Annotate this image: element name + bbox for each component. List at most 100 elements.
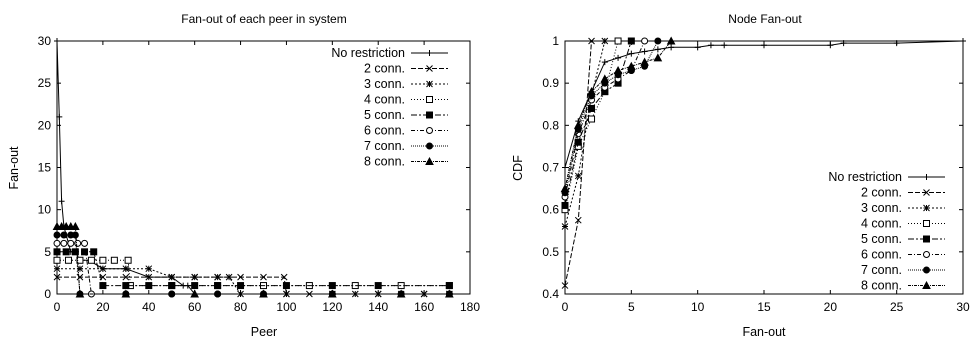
legend-swatch-marker [426, 96, 433, 103]
data-point [588, 115, 596, 123]
data-point [374, 282, 382, 290]
series-group [560, 36, 966, 289]
y-tick-label: 0.6 [542, 203, 559, 217]
data-point [445, 282, 453, 290]
x-tick-label: 20 [96, 300, 110, 314]
series-line [57, 259, 450, 287]
data-point [641, 48, 648, 55]
data-point [601, 59, 608, 66]
series-line [57, 268, 450, 295]
series-7 [52, 221, 454, 298]
legend-swatch-marker [426, 65, 433, 72]
data-point [76, 273, 84, 281]
y-tick-label: 1 [552, 34, 559, 48]
data-point [641, 37, 649, 45]
legend-label: 2 conn. [364, 62, 405, 76]
series-4 [53, 248, 453, 290]
legend-swatch-marker [426, 142, 433, 150]
series-2 [53, 265, 453, 298]
legend-item: 3 conn. [364, 77, 448, 91]
data-point [67, 239, 75, 247]
data-point [666, 36, 676, 45]
data-point [81, 248, 89, 256]
y-axis-label: Fan-out [7, 146, 21, 190]
y-ticks: 0.4 0.5 0.6 0.7 0.8 0.9 1 [542, 34, 963, 301]
data-point [561, 223, 569, 230]
data-point [53, 273, 61, 281]
legend-label: 8 conn. [364, 155, 405, 169]
data-point [122, 265, 130, 273]
data-point [827, 42, 834, 49]
data-point [121, 289, 131, 298]
y-tick-label: 0 [44, 287, 51, 301]
data-point [573, 120, 583, 129]
legend-swatch-marker [923, 235, 930, 243]
legend-swatch-marker [426, 127, 433, 134]
data-point [628, 50, 635, 57]
legend-item: 2 conn. [364, 62, 448, 76]
data-point [960, 38, 966, 44]
x-tick-label: 140 [368, 300, 388, 314]
data-point [614, 37, 622, 45]
legend-swatch-marker [426, 50, 433, 56]
y-tick-label: 10 [38, 203, 52, 217]
x-tick-label: 10 [691, 300, 705, 314]
x-tick-label: 80 [234, 300, 248, 314]
data-point [574, 216, 582, 224]
data-point [191, 273, 199, 281]
data-point [560, 184, 570, 193]
data-point [124, 256, 132, 264]
legend-swatch-marker [922, 280, 931, 289]
y-axis-label: CDF [511, 155, 525, 181]
data-point [99, 265, 107, 273]
data-point [259, 289, 268, 298]
data-point [81, 239, 89, 247]
legend-swatch-marker [426, 111, 433, 119]
data-point [71, 231, 79, 239]
legend-item: No restriction [828, 170, 945, 184]
series-1 [561, 37, 595, 289]
data-point [76, 265, 84, 273]
data-point [145, 282, 153, 290]
y-tick-label: 0.7 [542, 161, 559, 175]
data-point [587, 87, 596, 96]
series-3 [53, 256, 453, 290]
legend-item: 3 conn. [861, 201, 945, 215]
data-point [168, 282, 176, 290]
legend-item: 6 conn. [861, 248, 945, 262]
legend-swatch-marker [923, 174, 930, 180]
x-tick-label: 100 [276, 300, 296, 314]
x-tick-label: 20 [824, 300, 838, 314]
legend-label: 3 conn. [861, 201, 902, 215]
legend-item: 5 conn. [364, 108, 448, 122]
y-tick-label: 25 [38, 76, 52, 90]
series-7 [560, 36, 676, 193]
data-point [60, 231, 68, 239]
data-point [237, 282, 245, 290]
legend-item: 2 conn. [861, 186, 945, 200]
chart-title: Node Fan-out [728, 12, 802, 26]
x-tick-label: 120 [322, 300, 342, 314]
data-point [214, 273, 221, 281]
fanout-per-peer-chart: Fan-out of each peer in system 0 20 40 60 80… [7, 12, 480, 339]
legend-item: 7 conn. [861, 263, 945, 277]
data-point [53, 248, 61, 256]
legend-label: 7 conn. [364, 139, 405, 153]
x-tick-label: 30 [956, 300, 970, 314]
x-tick-label: 5 [628, 300, 635, 314]
data-point [327, 289, 337, 298]
legend-item: 7 conn. [364, 139, 448, 153]
series-line [564, 40, 592, 286]
y-tick-label: 0.9 [542, 76, 559, 90]
data-point [626, 61, 636, 70]
legend-label: No restriction [331, 46, 405, 60]
data-point [110, 256, 118, 264]
data-point [225, 273, 233, 281]
data-point [588, 104, 596, 112]
data-point [64, 256, 72, 264]
legend-label: 7 conn. [861, 263, 902, 277]
data-point [280, 273, 288, 281]
y-tick-label: 20 [38, 118, 52, 132]
legend-label: 6 conn. [861, 248, 902, 262]
legend-item: No restriction [331, 46, 448, 60]
